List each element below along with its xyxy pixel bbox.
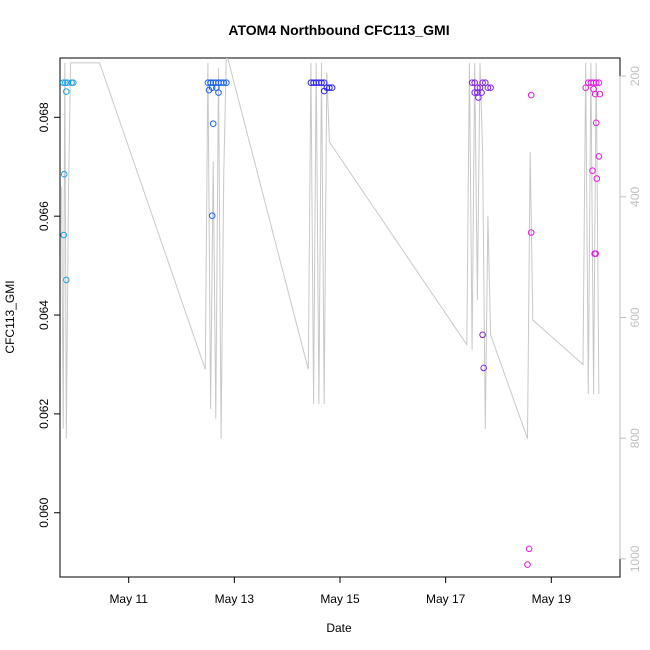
data-point <box>478 89 485 96</box>
x-tick-label: May 11 <box>109 592 148 606</box>
data-point <box>63 276 70 284</box>
data-point <box>474 89 481 96</box>
y-axis-label: CFC113_GMI <box>3 280 17 353</box>
data-point <box>595 79 603 86</box>
data-point <box>320 79 328 86</box>
data-point <box>480 364 488 372</box>
data-point <box>592 250 600 257</box>
x-tick-label: May 15 <box>320 592 360 606</box>
y-tick-label: 0.066 <box>37 201 51 231</box>
data-point <box>592 79 600 86</box>
data-point <box>589 167 596 174</box>
data-point <box>582 84 590 91</box>
data-point <box>591 90 599 98</box>
data-point <box>215 89 222 96</box>
altitude-trace <box>61 58 600 439</box>
data-point <box>471 89 479 96</box>
y2-axis: 200 400 600 800 1000 <box>619 66 642 572</box>
data-point <box>468 79 476 86</box>
data-point <box>328 84 336 91</box>
x-tick-label: May 19 <box>532 592 572 606</box>
y-axis: 0.060 0.062 0.064 0.066 0.068 <box>37 102 61 528</box>
data-point <box>220 79 228 86</box>
y2-tick-label: 1000 <box>628 545 642 572</box>
data-point <box>524 561 531 568</box>
x-tick-label: May 17 <box>426 592 466 606</box>
data-point <box>60 231 68 239</box>
y-tick-label: 0.062 <box>37 399 51 429</box>
x-axis-label: Date <box>326 621 352 635</box>
data-point <box>326 84 333 91</box>
data-point <box>527 91 535 99</box>
data-point <box>487 84 494 91</box>
data-points <box>59 79 604 568</box>
data-point <box>525 545 533 553</box>
data-point <box>207 79 214 86</box>
data-point <box>318 79 325 86</box>
data-point <box>474 84 481 91</box>
x-axis: May 11 May 13 May 15 May 17 May 19 <box>109 576 572 606</box>
data-point <box>596 90 604 98</box>
chart-title: ATOM4 Northbound CFC113_GMI <box>228 22 449 38</box>
y2-tick-label: 400 <box>628 186 642 206</box>
data-point <box>62 79 69 86</box>
data-point <box>475 94 482 101</box>
y2-tick-label: 600 <box>628 307 642 327</box>
data-point <box>471 79 479 86</box>
data-point <box>595 153 603 160</box>
x-tick-label: May 13 <box>215 592 255 606</box>
y-tick-label: 0.064 <box>37 300 51 330</box>
y2-tick-label: 200 <box>628 66 642 86</box>
data-point <box>69 79 77 86</box>
y-tick-label: 0.068 <box>37 102 51 132</box>
data-point <box>209 120 217 127</box>
data-point <box>59 79 67 86</box>
data-point <box>527 229 535 236</box>
plot-frame <box>59 57 621 578</box>
data-point <box>482 79 489 86</box>
data-point <box>60 170 68 178</box>
trace-line <box>61 58 600 439</box>
data-point <box>479 331 486 339</box>
data-point <box>592 119 600 127</box>
data-point <box>593 175 601 182</box>
y2-tick-label: 800 <box>628 428 642 448</box>
y-tick-label: 0.060 <box>37 497 51 527</box>
data-point <box>484 84 492 91</box>
data-point <box>320 87 328 95</box>
data-point <box>479 79 486 86</box>
data-point <box>223 79 230 86</box>
data-point <box>63 88 70 95</box>
data-point <box>208 212 216 219</box>
